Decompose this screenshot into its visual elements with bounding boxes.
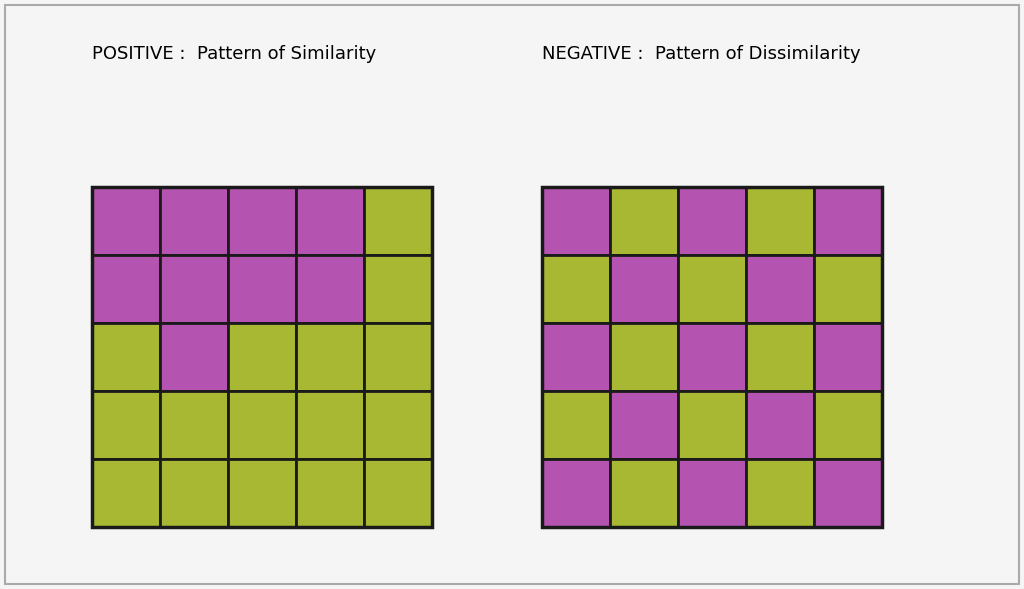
Bar	[228, 255, 296, 323]
Bar	[542, 323, 610, 391]
Text: POSITIVE :  Pattern of Similarity: POSITIVE : Pattern of Similarity	[92, 45, 376, 63]
Bar	[678, 459, 746, 527]
Bar	[364, 323, 432, 391]
Bar	[814, 459, 882, 527]
Bar	[542, 391, 610, 459]
Bar	[814, 391, 882, 459]
Bar	[746, 323, 814, 391]
Bar	[678, 255, 746, 323]
Bar	[746, 391, 814, 459]
Bar	[160, 255, 228, 323]
Bar	[160, 459, 228, 527]
Bar	[678, 323, 746, 391]
Bar	[296, 323, 364, 391]
Bar	[542, 459, 610, 527]
Bar	[228, 459, 296, 527]
Bar	[92, 255, 160, 323]
Bar	[678, 391, 746, 459]
Bar	[746, 459, 814, 527]
Bar	[746, 255, 814, 323]
Bar	[228, 323, 296, 391]
Bar	[814, 255, 882, 323]
Bar	[92, 459, 160, 527]
Bar	[296, 255, 364, 323]
Bar	[542, 255, 610, 323]
Bar	[364, 187, 432, 255]
Bar	[610, 323, 678, 391]
Bar	[296, 459, 364, 527]
Bar	[228, 187, 296, 255]
Bar	[814, 323, 882, 391]
Bar	[160, 391, 228, 459]
Bar	[746, 187, 814, 255]
Bar	[610, 255, 678, 323]
Bar	[610, 391, 678, 459]
Bar	[364, 459, 432, 527]
Bar	[364, 255, 432, 323]
Bar	[92, 391, 160, 459]
Bar	[296, 187, 364, 255]
Bar	[610, 187, 678, 255]
Bar	[542, 187, 610, 255]
Text: NEGATIVE :  Pattern of Dissimilarity: NEGATIVE : Pattern of Dissimilarity	[542, 45, 860, 63]
Bar	[814, 187, 882, 255]
Bar	[678, 187, 746, 255]
Bar	[92, 323, 160, 391]
Bar	[542, 187, 882, 527]
Bar	[364, 391, 432, 459]
Bar	[610, 459, 678, 527]
Bar	[228, 391, 296, 459]
Bar	[92, 187, 432, 527]
Bar	[160, 323, 228, 391]
Bar	[92, 187, 160, 255]
Bar	[296, 391, 364, 459]
Bar	[160, 187, 228, 255]
